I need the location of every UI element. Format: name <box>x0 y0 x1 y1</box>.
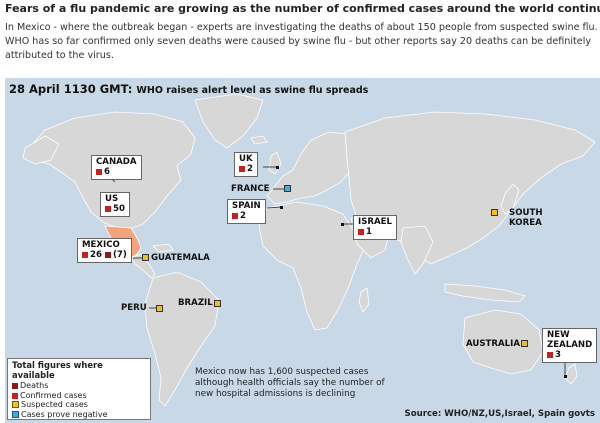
greenland-shape <box>194 93 264 149</box>
peru-label: PERU <box>121 303 147 313</box>
confirmed-square-icon <box>239 166 245 172</box>
south-korea-label: SOUTH KOREA <box>509 208 543 228</box>
confirmed-square-icon <box>232 213 238 219</box>
confirmed-square-icon <box>547 352 553 358</box>
madagascar-shape <box>358 287 370 313</box>
map-legend: Total figures where available Deaths Con… <box>7 358 151 420</box>
spain-confirmed: 2 <box>232 211 261 221</box>
australia-marker <box>521 340 528 347</box>
brazil-label: BRAZIL <box>178 298 213 308</box>
new-zealand-name-line2: ZEALAND <box>547 340 593 350</box>
australia-label: AUSTRALIA <box>466 339 521 349</box>
uk-confirmed: 2 <box>239 164 253 174</box>
mexico-label: MEXICO 26 (7) <box>77 238 132 263</box>
alaska-shape <box>22 135 60 165</box>
uk-location-dot <box>276 166 279 169</box>
brazil-marker <box>214 300 221 307</box>
confirmed-square-icon <box>96 169 102 175</box>
legend-negative: Cases prove negative <box>12 410 146 420</box>
south-korea-name-line1: SOUTH <box>509 208 543 218</box>
france-marker <box>284 185 291 192</box>
iceland-shape <box>250 135 268 145</box>
canada-confirmed: 6 <box>96 167 137 177</box>
south-korea-marker <box>491 209 498 216</box>
map-title-time: 28 April 1130 GMT: <box>9 82 133 96</box>
confirmed-square-icon <box>82 252 88 258</box>
uk-shape <box>268 151 282 175</box>
israel-location-dot <box>341 223 344 226</box>
new-zealand-confirmed: 3 <box>547 350 592 360</box>
new-zealand-location-dot <box>564 375 567 378</box>
new-zealand-shape <box>564 363 578 385</box>
india-shape <box>400 225 434 275</box>
legend-deaths: Deaths <box>12 381 146 391</box>
mexico-name: MEXICO <box>82 240 120 250</box>
map-title: 28 April 1130 GMT: WHO raises alert leve… <box>9 82 368 96</box>
peru-marker <box>156 305 163 312</box>
africa-shape <box>258 201 366 331</box>
canada-name: CANADA <box>96 157 137 167</box>
israel-name: ISRAEL <box>358 217 393 227</box>
spain-leader <box>266 206 282 209</box>
indonesia-shape <box>444 283 526 303</box>
negative-square-icon <box>12 410 19 418</box>
mexico-note: Mexico now has 1,600 suspected cases alt… <box>195 367 385 399</box>
guatemala-label: GUATEMALA <box>151 253 210 263</box>
guatemala-marker <box>142 254 149 261</box>
south-korea-name-line2: KOREA <box>509 218 542 228</box>
headline: Fears of a flu pandemic are growing as t… <box>5 2 600 15</box>
map-title-text: WHO raises alert level as swine flu spre… <box>136 85 369 96</box>
legend-suspected: Suspected cases <box>12 400 146 410</box>
us-name: US <box>105 194 119 204</box>
confirmed-square-icon <box>358 229 364 235</box>
new-zealand-name-line1: NEW <box>547 330 570 340</box>
south-america-shape <box>144 271 220 407</box>
article-body: In Mexico - where the outbreak began - e… <box>5 22 598 61</box>
canada-label: CANADA 6 <box>91 155 142 180</box>
france-label: FRANCE <box>231 184 270 194</box>
mexico-figures: 26 (7) <box>82 250 127 260</box>
caribbean-shape <box>152 243 174 253</box>
europe-shape <box>266 131 356 205</box>
new-zealand-label: NEW ZEALAND 3 <box>542 328 598 363</box>
uk-label: UK 2 <box>234 152 258 177</box>
spain-label: SPAIN 2 <box>227 199 266 224</box>
israel-confirmed: 1 <box>358 227 392 237</box>
japan-shape <box>500 183 520 215</box>
australia-shape <box>462 309 544 375</box>
us-confirmed: 50 <box>105 204 125 214</box>
us-label: US 50 <box>100 192 130 217</box>
death-square-icon <box>12 383 18 389</box>
suspected-square-icon <box>12 401 19 408</box>
swine-flu-map: 28 April 1130 GMT: WHO raises alert leve… <box>5 78 600 423</box>
uk-name: UK <box>239 154 253 164</box>
confirmed-square-icon <box>12 392 18 399</box>
israel-label: ISRAEL 1 <box>353 215 398 240</box>
confirmed-square-icon <box>105 206 111 212</box>
death-square-icon <box>104 252 111 258</box>
spain-name: SPAIN <box>232 201 261 211</box>
legend-confirmed: Confirmed cases <box>12 391 146 401</box>
spain-location-dot <box>280 206 283 209</box>
world-map-graphic <box>22 93 596 407</box>
legend-title: Total figures where available <box>12 360 103 380</box>
source-credit: Source: WHO/NZ,US,Israel, Spain govts <box>404 409 596 419</box>
